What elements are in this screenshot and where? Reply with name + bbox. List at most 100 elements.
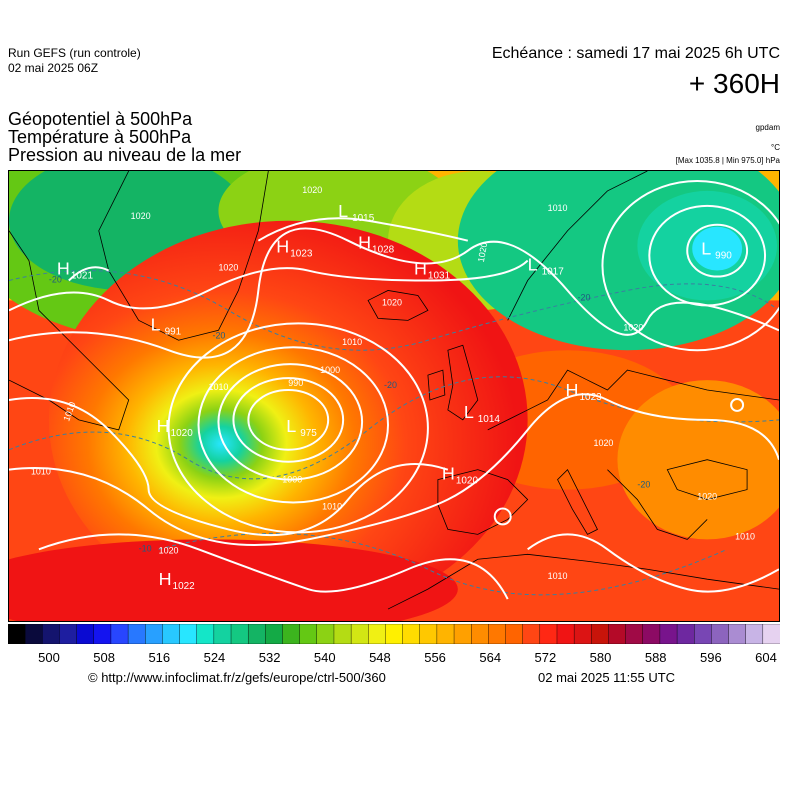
system-value: 991: [165, 326, 182, 337]
isobar-label: 1010: [548, 203, 568, 213]
pressure-system: L 991: [151, 314, 182, 337]
africa-coast: [387, 553, 779, 610]
isobar-label: 1020: [302, 185, 322, 195]
colorbar-swatch: [505, 624, 524, 644]
source-url[interactable]: © http://www.infoclimat.fr/z/gefs/europe…: [88, 670, 386, 685]
colorbar-swatch: [93, 624, 112, 644]
colorbar-swatch: [42, 624, 60, 644]
system-letter: H: [442, 464, 455, 484]
isobar: [38, 533, 509, 600]
isobar-low: [197, 346, 390, 504]
colorbar-tick-label: 580: [589, 650, 612, 665]
colorbar-swatch: [762, 624, 780, 644]
isobar-label: 1020: [593, 438, 613, 448]
isobar-label: 990: [288, 378, 303, 388]
system-letter: H: [159, 569, 172, 589]
system-letter: L: [338, 201, 348, 221]
system-letter: H: [358, 233, 371, 253]
unit-geopotential: gpdam: [755, 123, 780, 132]
field-subtropics: [9, 539, 458, 621]
colorbar-swatch: [265, 624, 283, 644]
weather-map: H 1021 L 991 H 1023 L 1015 H 1028 H 1031 L 1017…: [8, 170, 780, 622]
coastlines: [9, 171, 779, 610]
colorbar-tick-label: 532: [258, 650, 281, 665]
pressure-system: H 1023: [276, 237, 313, 260]
system-value: 1020: [171, 428, 194, 439]
colorbar-tick-label: 516: [148, 650, 171, 665]
forecast-horizon: + 360H: [688, 68, 780, 99]
pressure-system: H 1022: [159, 569, 196, 592]
colorbar-swatch: [522, 624, 541, 644]
system-letter: H: [276, 237, 289, 257]
colorbar-swatch: [76, 624, 95, 644]
colorbar-swatch: [591, 624, 609, 644]
colorbar-swatch: [694, 624, 712, 644]
colorbar-swatch: [145, 624, 163, 644]
pressure-system: L 1017: [528, 255, 565, 278]
isobar: [9, 259, 529, 312]
pressure-system: H 1028: [358, 233, 395, 256]
temp-label: -20: [637, 480, 650, 490]
colorbar-swatch: [316, 624, 335, 644]
colorbar-tick-label: 588: [644, 650, 667, 665]
system-value: 1023: [290, 249, 313, 260]
generated-timestamp: 02 mai 2025 11:55 UTC: [538, 670, 676, 685]
system-value: 975: [300, 428, 317, 439]
system-value: 1028: [372, 245, 395, 256]
isobar-label: 1010: [342, 337, 362, 347]
temperature-labels: -20 -20 -20 -10 -20 -20: [49, 275, 650, 554]
colorbar-swatch: [659, 624, 678, 644]
temp-label: -20: [212, 330, 225, 340]
pressure-system: L 975: [286, 416, 317, 439]
unit-pressure: [Max 1035.8 | Min 975.0] hPa: [675, 156, 780, 165]
system-value: 1021: [71, 271, 94, 282]
black-sea-coast: [666, 459, 748, 500]
colorbar-swatch: [282, 624, 301, 644]
isotherm: [9, 270, 779, 351]
colorbar-swatch: [711, 624, 730, 644]
colorbar-swatch: [676, 624, 695, 644]
system-value: 1015: [352, 213, 375, 224]
colorbar-swatch: [453, 624, 472, 644]
colorbar-swatch: [608, 624, 627, 644]
norway-coast: [507, 171, 648, 321]
isobar-small: [730, 397, 745, 412]
isobar-label: 1010: [735, 531, 755, 541]
colorbar-swatch: [8, 624, 26, 644]
isobar-low: [232, 377, 345, 463]
colorbar-swatch: [59, 624, 78, 644]
isobar-label: 1020: [382, 297, 402, 307]
italy-coast: [557, 469, 599, 535]
colorbar-tick-label: 508: [93, 650, 115, 665]
isobar-label: 1020: [218, 263, 238, 273]
isobar: [9, 397, 449, 537]
system-letter: L: [701, 239, 711, 259]
colorbar-swatch: [247, 624, 266, 644]
isobars: [9, 179, 779, 600]
isobar-low: [217, 363, 364, 481]
isotherm: [158, 532, 728, 596]
system-letter: H: [566, 380, 579, 400]
colorbar-swatch: [556, 624, 575, 644]
colorbar-swatch: [488, 624, 507, 644]
colorbar-swatch: [230, 624, 249, 644]
system-letter: L: [528, 255, 538, 275]
isobar-label: 1020: [131, 211, 151, 221]
colorbar-swatch: [110, 624, 129, 644]
colorbar-swatch: [728, 624, 747, 644]
pressure-system: H 1020: [442, 464, 479, 487]
pressure-system: H 1023: [566, 380, 603, 403]
colorbar-swatch: [162, 624, 181, 644]
pressure-system: L 1015: [338, 201, 375, 224]
ireland-coast: [427, 369, 446, 401]
colorbar-tick-label: 604: [755, 650, 777, 665]
colorbar-tick-label: 572: [534, 650, 557, 665]
balkans-coast: [607, 469, 708, 540]
run-title: Run GEFS (run controle): [8, 46, 141, 60]
temp-label: -20: [384, 380, 397, 390]
isobar: [9, 393, 779, 547]
pressure-system: L 1014: [464, 402, 501, 425]
isobar: [68, 266, 110, 282]
isobar-label: 1010: [322, 502, 342, 512]
system-value: 1017: [542, 267, 565, 278]
